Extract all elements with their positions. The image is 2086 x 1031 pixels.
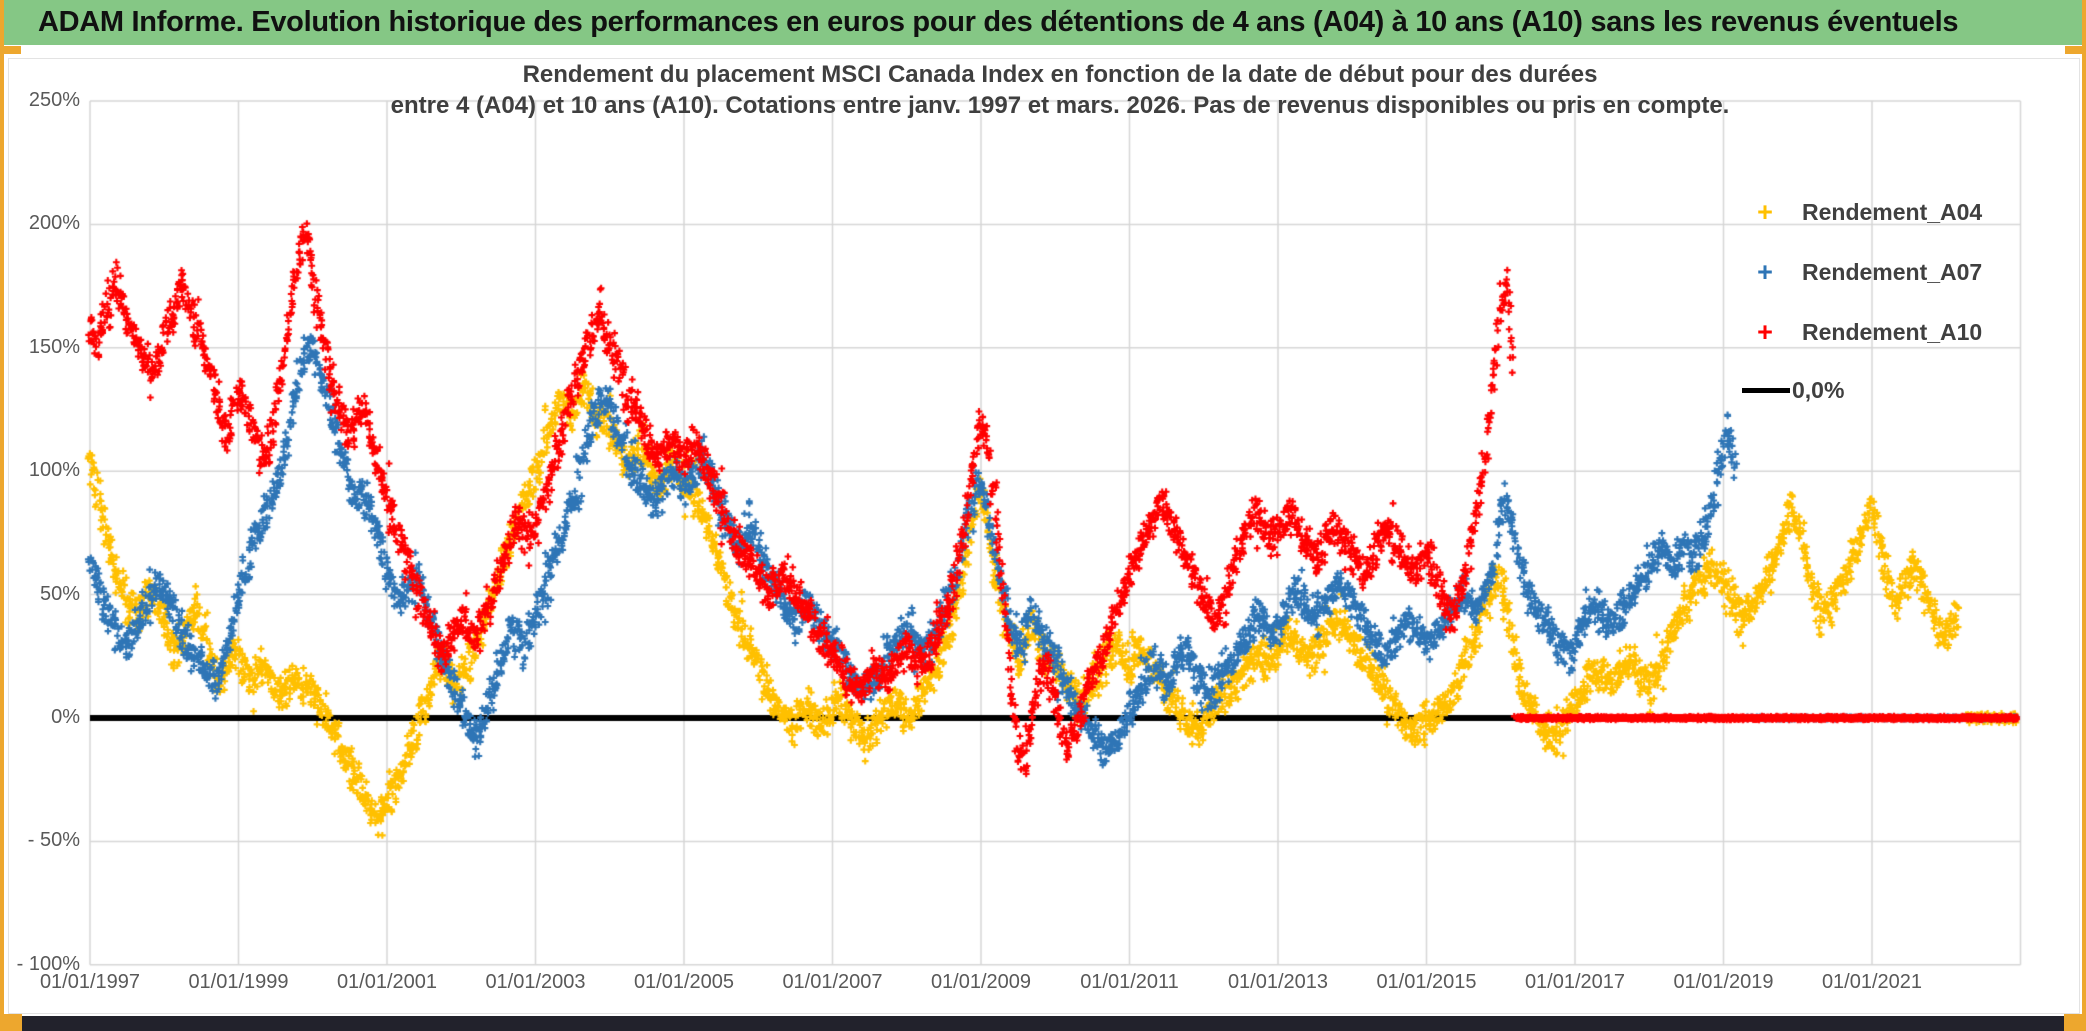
chart-legend: + Rendement_A04 + Rendement_A07 + Rendem… xyxy=(1742,182,1982,418)
legend-label: Rendement_A07 xyxy=(1802,258,1983,285)
x-axis-tick: 01/01/2003 xyxy=(485,971,586,993)
x-axis-tick: 01/01/2007 xyxy=(782,971,883,993)
chart-title-line1: Rendement du placement MSCI Canada Index… xyxy=(522,61,1598,88)
x-axis-tick: 01/01/2015 xyxy=(1376,971,1477,993)
page-left-border xyxy=(0,0,4,1031)
page-right-border xyxy=(2082,0,2086,1031)
legend-item-rendement-a04[interactable]: + Rendement_A04 xyxy=(1742,182,1982,242)
x-axis-tick: 01/01/2021 xyxy=(1821,971,1923,993)
chart-title: Rendement du placement MSCI Canada Index… xyxy=(240,59,1880,121)
bottom-corner-left xyxy=(0,1014,22,1031)
legend-label: 0,0% xyxy=(1792,376,1845,403)
y-axis-tick: 0% xyxy=(51,706,80,728)
y-axis-tick: 200% xyxy=(28,212,80,235)
zero-line-icon xyxy=(1742,387,1790,393)
y-axis-tick: - 50% xyxy=(27,829,80,852)
y-axis-tick: 150% xyxy=(28,335,80,358)
x-axis-tick: 01/01/1999 xyxy=(188,971,289,993)
header-accent-right xyxy=(2065,46,2083,54)
header-accent-left xyxy=(3,46,21,54)
x-axis-tick: 01/01/1997 xyxy=(39,971,141,993)
plus-marker-icon: + xyxy=(1757,316,1773,347)
x-axis-tick: 01/01/2011 xyxy=(1080,971,1179,993)
legend-label: Rendement_A10 xyxy=(1802,318,1983,345)
legend-item-rendement-a10[interactable]: + Rendement_A10 xyxy=(1742,302,1982,362)
x-axis-tick: 01/01/2001 xyxy=(336,971,438,993)
y-axis-tick: 50% xyxy=(39,582,80,605)
y-axis-tick: 250% xyxy=(28,89,80,111)
y-axis-tick: - 100% xyxy=(16,952,80,975)
bottom-bar xyxy=(22,1016,2064,1031)
chart-title-line2: entre 4 (A04) et 10 ans (A10). Cotations… xyxy=(390,92,1730,119)
plus-marker-icon: + xyxy=(1757,196,1773,227)
x-axis-tick: 01/01/2005 xyxy=(633,971,735,993)
legend-label: Rendement_A04 xyxy=(1802,198,1983,225)
x-axis-tick: 01/01/2009 xyxy=(930,971,1032,993)
x-axis-tick: 01/01/2013 xyxy=(1227,971,1329,993)
plus-marker-icon: + xyxy=(1757,256,1773,287)
page-title: ADAM Informe. Evolution historique des p… xyxy=(38,6,1959,38)
x-axis-tick: 01/01/2019 xyxy=(1673,971,1774,993)
legend-item-zero-line[interactable]: 0,0% xyxy=(1742,362,1982,418)
header-bar: ADAM Informe. Evolution historique des p… xyxy=(0,0,2086,45)
legend-item-rendement-a07[interactable]: + Rendement_A07 xyxy=(1742,242,1982,302)
y-axis-tick: 100% xyxy=(28,459,80,482)
x-axis-tick: 01/01/2017 xyxy=(1524,971,1626,993)
bottom-corner-right xyxy=(2064,1014,2086,1031)
